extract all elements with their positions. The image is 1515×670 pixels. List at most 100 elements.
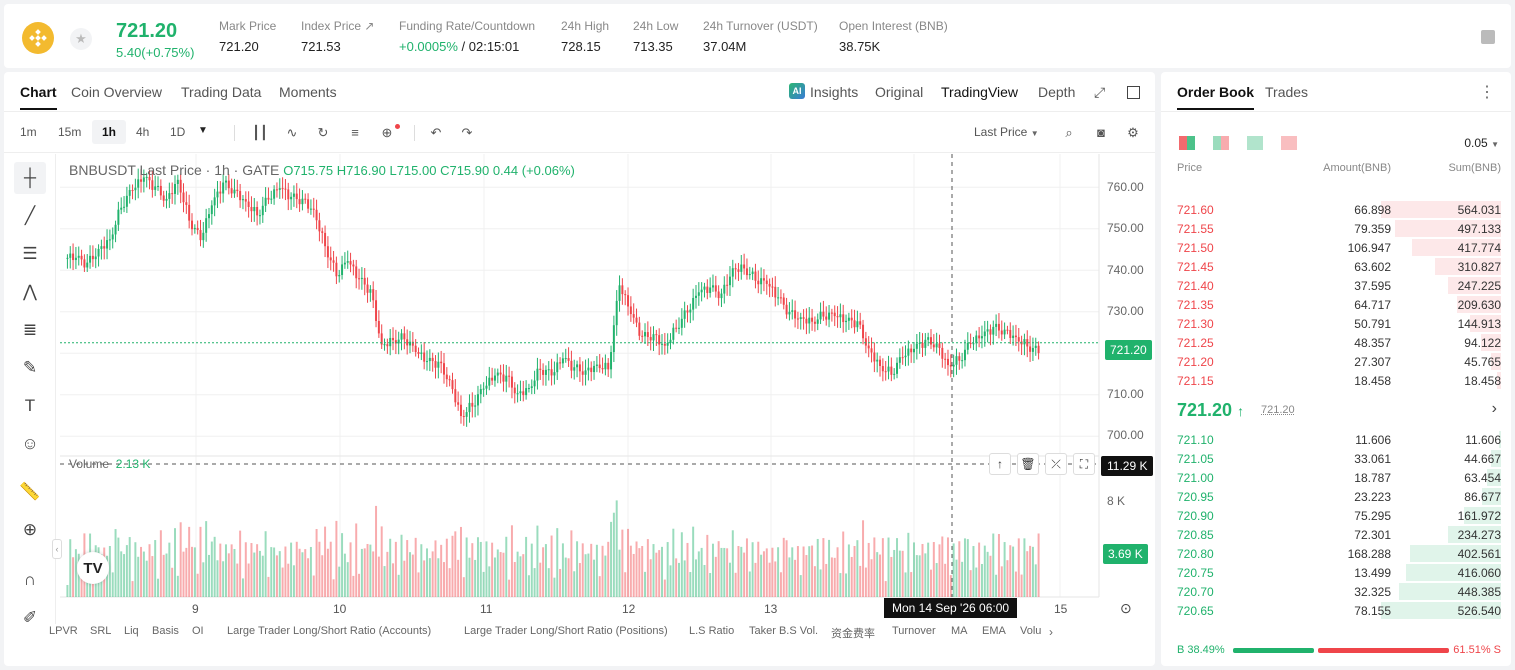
- fib-icon[interactable]: ≣: [22, 320, 38, 339]
- trend-line-icon[interactable]: ╱: [24, 206, 36, 225]
- candle-body: [819, 311, 822, 320]
- ask-row[interactable]: 721.40 37.595 247.225: [1161, 276, 1511, 295]
- redo-icon[interactable]: ↷: [461, 125, 473, 140]
- bid-row[interactable]: 721.05 33.061 44.667: [1161, 449, 1511, 468]
- indicator-item[interactable]: Liq: [124, 625, 139, 637]
- bid-row[interactable]: 720.70 32.325 448.385: [1161, 582, 1511, 601]
- timeframe-1m[interactable]: 1m: [20, 125, 37, 139]
- indicator-item[interactable]: Large Trader Long/Short Ratio (Positions…: [464, 625, 668, 637]
- volume-bar: [434, 540, 437, 597]
- collapse-toolbar-button[interactable]: ‹: [52, 539, 62, 559]
- ask-row[interactable]: 721.35 64.717 209.630: [1161, 295, 1511, 314]
- bid-row[interactable]: 721.00 18.787 63.454: [1161, 468, 1511, 487]
- search-icon[interactable]: ⌕: [1065, 125, 1073, 140]
- expand-icon[interactable]: ⤢: [1094, 84, 1106, 100]
- volume-bar: [131, 581, 134, 597]
- indicator-item[interactable]: 资金费率: [831, 628, 875, 640]
- undo-icon[interactable]: ↶: [430, 125, 442, 140]
- bid-row[interactable]: 720.85 72.301 234.273: [1161, 525, 1511, 544]
- indicator-item[interactable]: LPVR: [49, 625, 78, 637]
- pattern-icon[interactable]: ⋀: [23, 282, 37, 301]
- timeframe-1d[interactable]: 1D: [170, 125, 186, 139]
- candle-body: [709, 287, 712, 293]
- view-insights[interactable]: Insights: [810, 84, 859, 100]
- chevron-right-icon[interactable]: ›: [1491, 400, 1497, 417]
- indicator-item[interactable]: SRL: [90, 625, 112, 637]
- ask-price: 721.25: [1177, 336, 1214, 350]
- compare-icon[interactable]: ↻: [317, 125, 329, 140]
- timeframe-1h[interactable]: 1h: [92, 120, 127, 144]
- bid-row[interactable]: 720.90 75.295 161.972: [1161, 506, 1511, 525]
- collapse-icon[interactable]: ⤫: [1045, 453, 1067, 475]
- indicator-item[interactable]: Taker B.S Vol.: [749, 625, 819, 637]
- split-view-icon[interactable]: [1213, 136, 1229, 150]
- both-sides-icon[interactable]: [1179, 136, 1195, 150]
- horizontal-lines-icon[interactable]: ☰: [22, 244, 38, 263]
- indicator-item[interactable]: EMA: [982, 625, 1006, 637]
- candle-body: [91, 255, 94, 260]
- tick-size-select[interactable]: 0.05 ▼: [1464, 136, 1499, 150]
- emoji-icon[interactable]: ☺: [21, 434, 39, 453]
- timeframe-dropdown-icon[interactable]: ▼: [198, 125, 208, 136]
- ask-row[interactable]: 721.25 48.357 94.122: [1161, 333, 1511, 352]
- window-icon[interactable]: [1127, 86, 1140, 99]
- lock-pen-icon[interactable]: ✐: [22, 608, 38, 627]
- zoom-in-icon[interactable]: ⊕: [22, 520, 38, 539]
- asks-only-icon[interactable]: [1281, 136, 1297, 150]
- bid-price: 721.05: [1177, 452, 1214, 466]
- ask-row[interactable]: 721.55 79.359 497.133: [1161, 219, 1511, 238]
- tab-order-book[interactable]: Order Book: [1177, 84, 1255, 110]
- tab-chart[interactable]: Chart: [20, 84, 57, 110]
- tab-trading-data[interactable]: Trading Data: [181, 84, 262, 100]
- tab-coin-overview[interactable]: Coin Overview: [71, 84, 163, 100]
- more-options-icon[interactable]: ⋮: [1479, 84, 1495, 101]
- indicator-item[interactable]: Basis: [152, 625, 179, 637]
- ask-row[interactable]: 721.15 18.458 18.458: [1161, 371, 1511, 390]
- move-up-icon[interactable]: ↑: [989, 453, 1011, 475]
- bid-row[interactable]: 720.95 23.223 86.677: [1161, 487, 1511, 506]
- bids-only-icon[interactable]: [1247, 136, 1263, 150]
- ruler-icon[interactable]: 📏: [19, 482, 41, 501]
- ask-row[interactable]: 721.20 27.307 45.765: [1161, 352, 1511, 371]
- favorite-star-icon[interactable]: ★: [70, 28, 92, 50]
- timeframe-4h[interactable]: 4h: [136, 125, 150, 139]
- candle-body: [930, 337, 932, 345]
- indicator-item[interactable]: OI: [192, 625, 204, 637]
- add-icon[interactable]: ⊕: [381, 125, 393, 140]
- indicators-icon[interactable]: ∿: [286, 125, 298, 140]
- crosshair-icon[interactable]: ┼: [14, 162, 46, 194]
- price-type-select[interactable]: Last Price ▼: [974, 125, 1039, 139]
- maximize-icon[interactable]: ⛶: [1073, 453, 1095, 475]
- tab-moments[interactable]: Moments: [279, 84, 337, 100]
- indicator-item[interactable]: Turnover: [892, 625, 936, 637]
- book-icon[interactable]: [1481, 30, 1495, 44]
- tab-trades[interactable]: Trades: [1265, 84, 1309, 100]
- text-tool-icon[interactable]: T: [24, 396, 36, 415]
- settings-gear-icon[interactable]: ⚙: [1127, 125, 1139, 140]
- camera-icon[interactable]: ◙: [1097, 125, 1105, 140]
- bid-row[interactable]: 720.75 13.499 416.060: [1161, 563, 1511, 582]
- brush-icon[interactable]: ✎: [22, 358, 38, 377]
- indicator-item[interactable]: L.S Ratio: [689, 625, 735, 637]
- indicator-item[interactable]: Large Trader Long/Short Ratio (Accounts): [227, 625, 432, 637]
- indicator-item[interactable]: Volu: [1020, 625, 1042, 637]
- delete-icon[interactable]: 🗑: [1017, 453, 1039, 475]
- stat-index-price[interactable]: Index Price ↗ 721.53: [301, 19, 375, 54]
- ask-row[interactable]: 721.30 50.791 144.913: [1161, 314, 1511, 333]
- bid-row[interactable]: 720.65 78.155 526.540: [1161, 601, 1511, 620]
- ask-row[interactable]: 721.60 66.898 564.031: [1161, 200, 1511, 219]
- magnet-icon[interactable]: ∩: [23, 570, 37, 589]
- chevron-right-icon[interactable]: ›: [1049, 625, 1053, 639]
- indicator-item[interactable]: MA: [951, 625, 968, 637]
- view-original[interactable]: Original: [875, 84, 924, 100]
- timeframe-15m[interactable]: 15m: [58, 125, 82, 139]
- candle-type-icon[interactable]: ┃┃: [252, 125, 268, 140]
- axis-settings-icon[interactable]: ⊙: [1120, 600, 1132, 616]
- bid-row[interactable]: 720.80 168.288 402.561: [1161, 544, 1511, 563]
- view-depth[interactable]: Depth: [1038, 84, 1076, 100]
- ask-row[interactable]: 721.45 63.602 310.827: [1161, 257, 1511, 276]
- bid-row[interactable]: 721.10 11.606 11.606: [1161, 430, 1511, 449]
- view-tradingview[interactable]: TradingView: [941, 84, 1019, 100]
- templates-icon[interactable]: ≡: [351, 125, 359, 140]
- ask-row[interactable]: 721.50 106.947 417.774: [1161, 238, 1511, 257]
